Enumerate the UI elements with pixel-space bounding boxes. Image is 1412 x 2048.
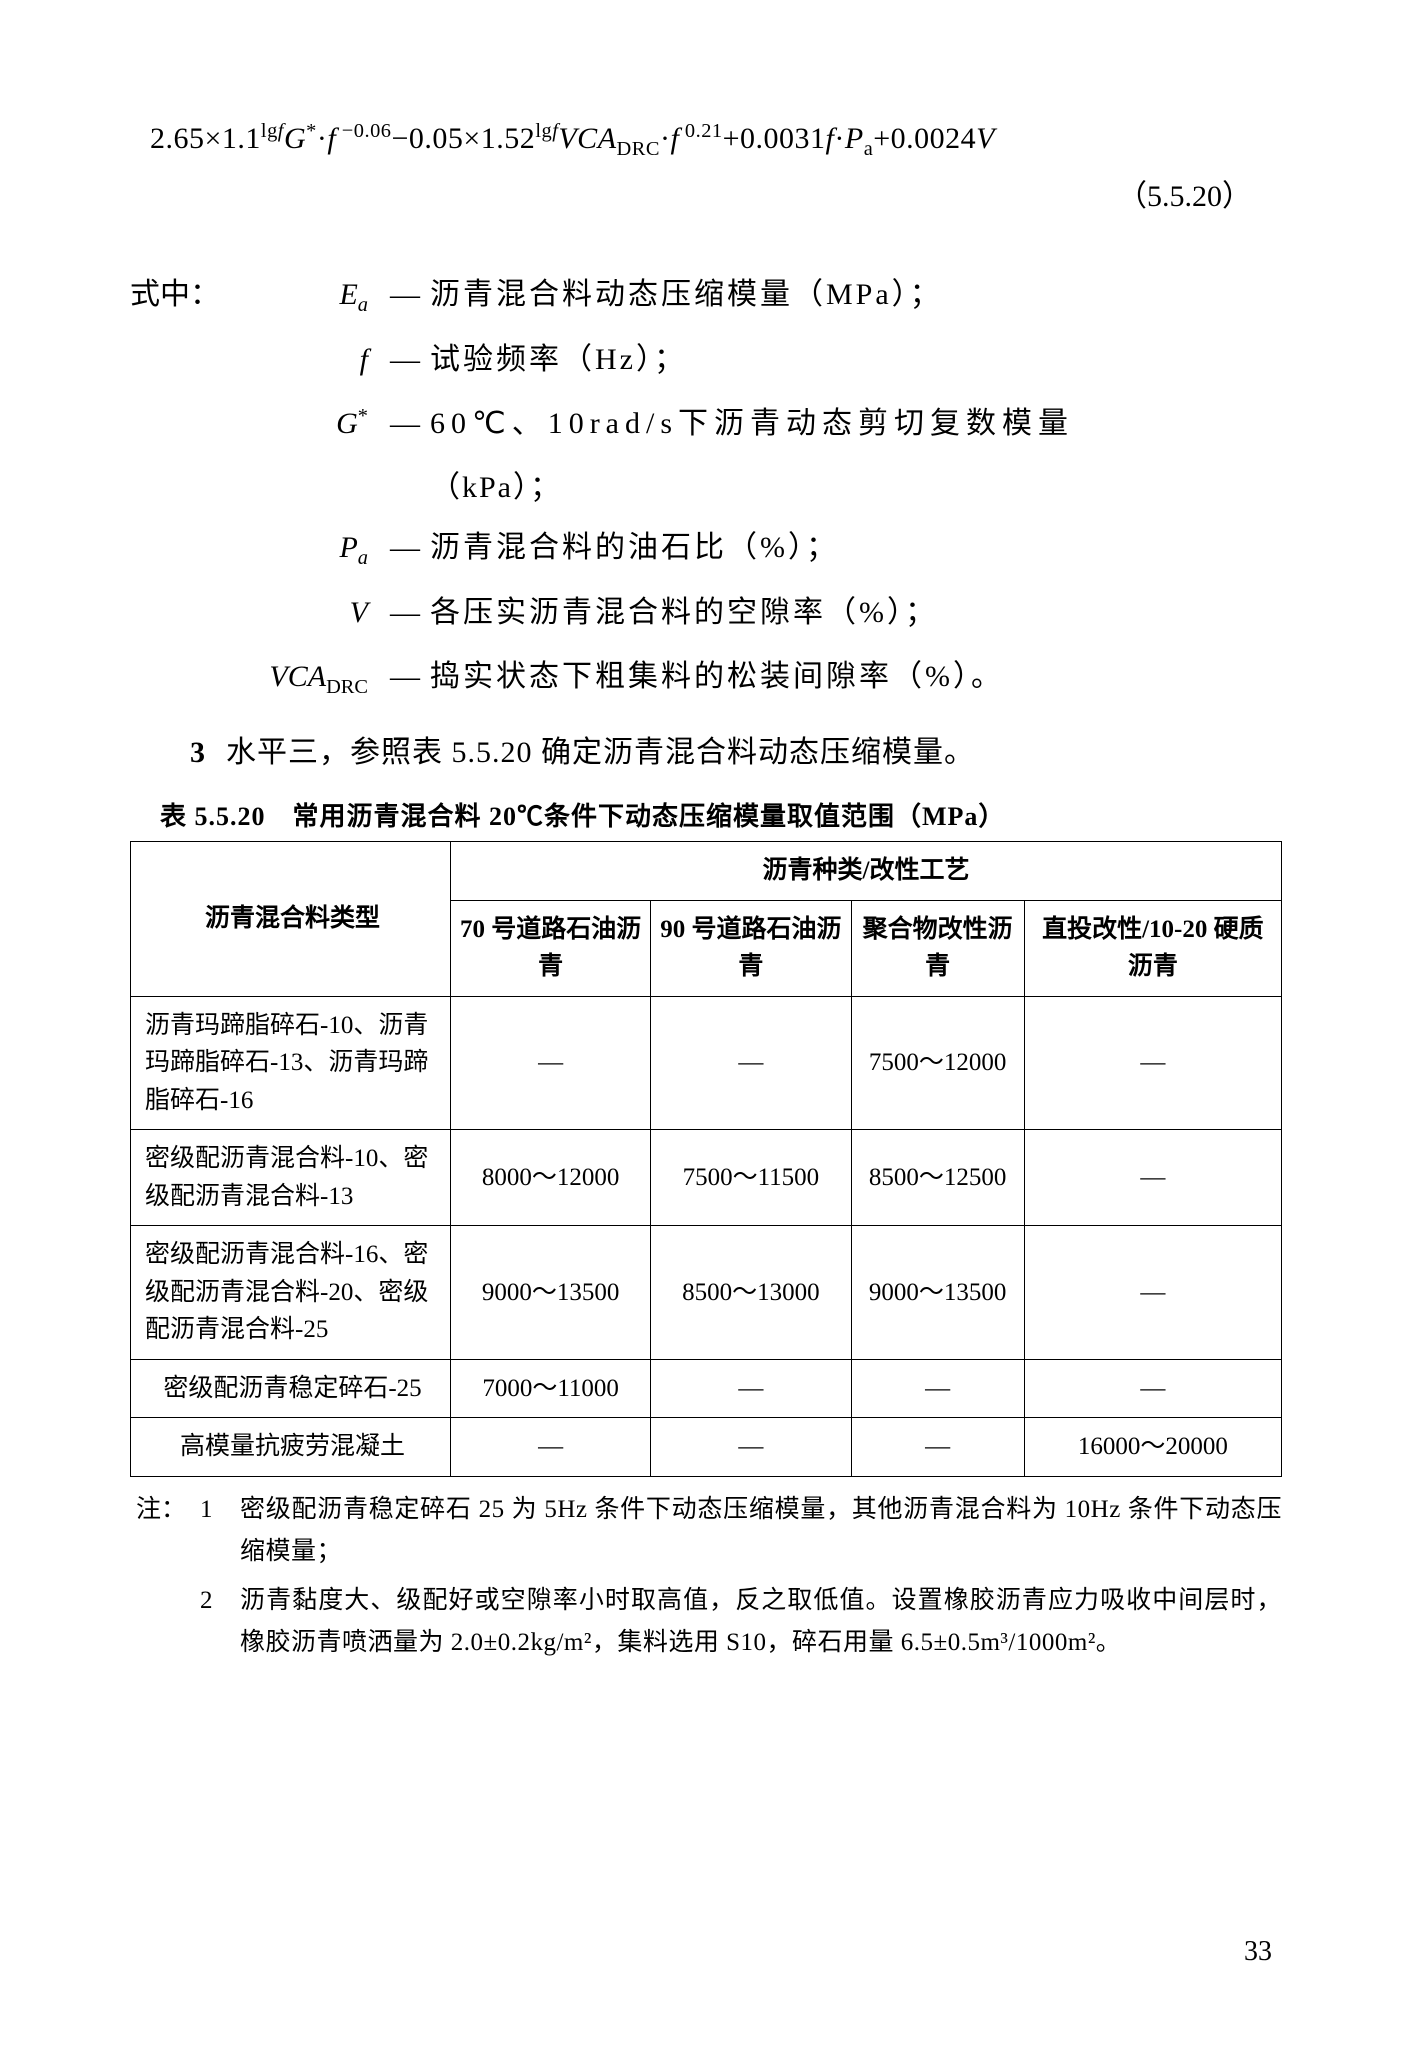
td-type: 密级配沥青混合料-10、密级配沥青混合料-13 xyxy=(131,1130,451,1226)
td-val: 8500～12500 xyxy=(851,1130,1024,1226)
modulus-table: 沥青混合料类型 沥青种类/改性工艺 70 号道路石油沥青 90 号道路石油沥青 … xyxy=(130,841,1282,1477)
td-val: 7500～12000 xyxy=(851,996,1024,1130)
td-val: — xyxy=(651,996,851,1130)
td-val: — xyxy=(451,1418,651,1477)
def-dash: — xyxy=(380,518,430,578)
td-val: — xyxy=(1024,1130,1281,1226)
td-val: — xyxy=(651,1359,851,1418)
def-symbol: V xyxy=(220,583,380,643)
td-type: 密级配沥青混合料-16、密级配沥青混合料-20、密级配沥青混合料-25 xyxy=(131,1226,451,1360)
td-type: 密级配沥青稳定碎石-25 xyxy=(131,1359,451,1418)
def-desc-continuation: （kPa）； xyxy=(430,458,1282,518)
table-row: 高模量抗疲劳混凝土 — — — 16000～20000 xyxy=(131,1418,1282,1477)
def-desc: 捣实状态下粗集料的松装间隙率（%）。 xyxy=(430,647,1282,707)
td-type: 高模量抗疲劳混凝土 xyxy=(131,1418,451,1477)
para3-number: 3 xyxy=(190,736,206,769)
page-number: 33 xyxy=(1244,1936,1272,1968)
def-row-vcadrc: VCADRC — 捣实状态下粗集料的松装间隙率（%）。 xyxy=(130,647,1282,708)
def-symbol: G* xyxy=(220,394,380,454)
def-desc: 沥青混合料的油石比（%）； xyxy=(430,518,1282,578)
def-symbol: VCADRC xyxy=(220,647,380,708)
table-title: 表 5.5.20 常用沥青混合料 20℃条件下动态压缩模量取值范围（MPa） xyxy=(160,796,1282,833)
table-header-row-1: 沥青混合料类型 沥青种类/改性工艺 xyxy=(131,842,1282,901)
td-val: — xyxy=(651,1418,851,1477)
th-col-3: 聚合物改性沥青 xyxy=(851,900,1024,996)
td-val: — xyxy=(1024,1226,1281,1360)
def-intro-label: 式中： xyxy=(130,265,220,325)
td-val: — xyxy=(851,1418,1024,1477)
th-mixture-type: 沥青混合料类型 xyxy=(131,842,451,997)
td-val: 9000～13500 xyxy=(851,1226,1024,1360)
note-row-2: 2 沥青黏度大、级配好或空隙率小时取高值，反之取低值。设置橡胶沥青应力吸收中间层… xyxy=(130,1580,1282,1665)
para3-text: 水平三，参照表 5.5.20 确定沥青混合料动态压缩模量。 xyxy=(226,736,975,769)
note-number: 2 xyxy=(200,1580,240,1623)
def-symbol: Ea xyxy=(220,265,380,326)
def-dash: — xyxy=(380,647,430,707)
td-val: 7500～11500 xyxy=(651,1130,851,1226)
note-text: 沥青黏度大、级配好或空隙率小时取高值，反之取低值。设置橡胶沥青应力吸收中间层时，… xyxy=(240,1580,1282,1665)
note-number: 1 xyxy=(200,1489,240,1532)
td-type: 沥青玛蹄脂碎石-10、沥青玛蹄脂碎石-13、沥青玛蹄脂碎石-16 xyxy=(131,996,451,1130)
def-desc: 试验频率（Hz）； xyxy=(430,330,1282,390)
paragraph-3: 3 水平三，参照表 5.5.20 确定沥青混合料动态压缩模量。 xyxy=(190,727,1282,771)
td-val: 8000～12000 xyxy=(451,1130,651,1226)
def-desc: 各压实沥青混合料的空隙率（%）； xyxy=(430,583,1282,643)
table-row: 密级配沥青稳定碎石-25 7000～11000 — — — xyxy=(131,1359,1282,1418)
symbol-definitions: 式中： Ea — 沥青混合料动态压缩模量（MPa）； f — 试验频率（Hz）；… xyxy=(130,265,1282,707)
table-row: 密级配沥青混合料-16、密级配沥青混合料-20、密级配沥青混合料-25 9000… xyxy=(131,1226,1282,1360)
td-val: 7000～11000 xyxy=(451,1359,651,1418)
def-row-gstar: G* — 60℃、10rad/s下沥青动态剪切复数模量 xyxy=(130,394,1282,454)
def-symbol: Pa xyxy=(220,518,380,579)
th-col-2: 90 号道路石油沥青 xyxy=(651,900,851,996)
th-asphalt-category: 沥青种类/改性工艺 xyxy=(451,842,1282,901)
def-dash: — xyxy=(380,394,430,454)
table-row: 沥青玛蹄脂碎石-10、沥青玛蹄脂碎石-13、沥青玛蹄脂碎石-16 — — 750… xyxy=(131,996,1282,1130)
note-text: 密级配沥青稳定碎石 25 为 5Hz 条件下动态压缩模量，其他沥青混合料为 10… xyxy=(240,1489,1282,1574)
td-val: — xyxy=(1024,1359,1281,1418)
def-row-pa: Pa — 沥青混合料的油石比（%）； xyxy=(130,518,1282,579)
document-page: 2.65×1.1lgfG*·f −0.06−0.05×1.52lgfVCADRC… xyxy=(0,0,1412,2048)
def-dash: — xyxy=(380,583,430,643)
td-val: 16000～20000 xyxy=(1024,1418,1281,1477)
td-val: 9000～13500 xyxy=(451,1226,651,1360)
equation-5-5-20: 2.65×1.1lgfG*·f −0.06−0.05×1.52lgfVCADRC… xyxy=(150,120,1282,161)
notes-label: 注： xyxy=(130,1489,200,1532)
def-symbol: f xyxy=(220,330,380,390)
td-val: — xyxy=(1024,996,1281,1130)
td-val: — xyxy=(451,996,651,1130)
def-row-ea: 式中： Ea — 沥青混合料动态压缩模量（MPa）； xyxy=(130,265,1282,326)
def-row-v: V — 各压实沥青混合料的空隙率（%）； xyxy=(130,583,1282,643)
th-col-4: 直投改性/10-20 硬质沥青 xyxy=(1024,900,1281,996)
table-row: 密级配沥青混合料-10、密级配沥青混合料-13 8000～12000 7500～… xyxy=(131,1130,1282,1226)
def-row-f: f — 试验频率（Hz）； xyxy=(130,330,1282,390)
td-val: — xyxy=(851,1359,1024,1418)
th-col-1: 70 号道路石油沥青 xyxy=(451,900,651,996)
note-row-1: 注： 1 密级配沥青稳定碎石 25 为 5Hz 条件下动态压缩模量，其他沥青混合… xyxy=(130,1489,1282,1574)
def-dash: — xyxy=(380,330,430,390)
table-notes: 注： 1 密级配沥青稳定碎石 25 为 5Hz 条件下动态压缩模量，其他沥青混合… xyxy=(130,1489,1282,1665)
td-val: 8500～13000 xyxy=(651,1226,851,1360)
equation-number: （5.5.20） xyxy=(130,171,1252,215)
def-dash: — xyxy=(380,265,430,325)
def-desc: 沥青混合料动态压缩模量（MPa）； xyxy=(430,265,1282,325)
def-desc: 60℃、10rad/s下沥青动态剪切复数模量 xyxy=(430,394,1282,454)
